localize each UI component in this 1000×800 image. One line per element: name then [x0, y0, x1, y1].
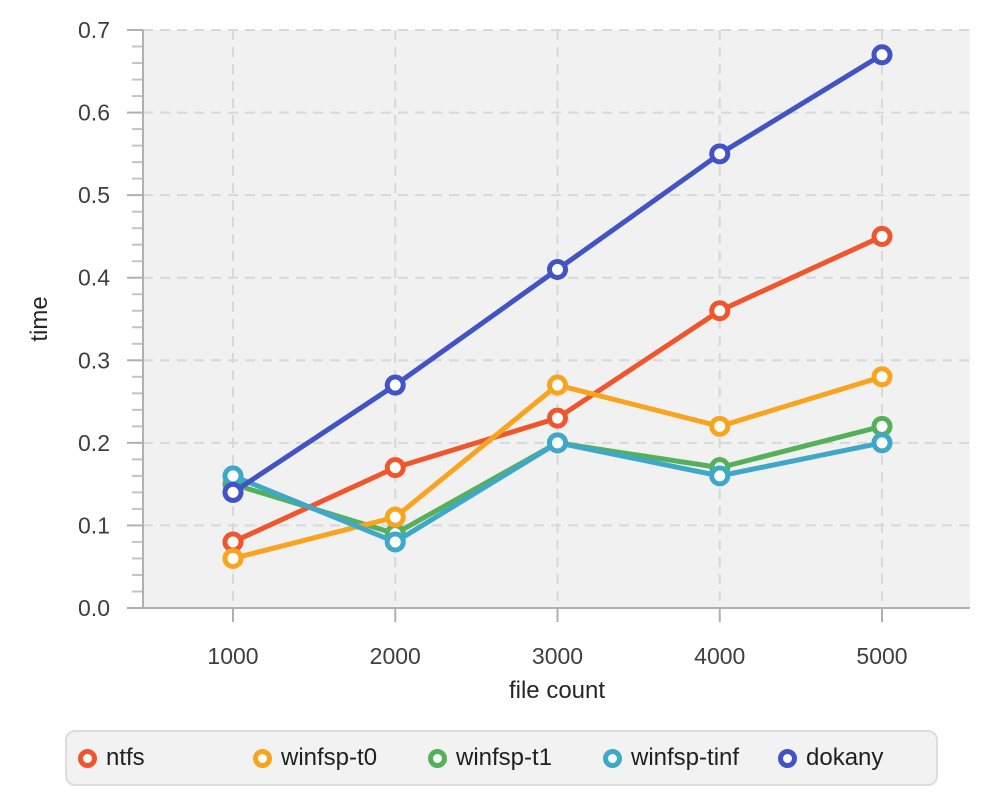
legend-item-ntfs: ntfs	[78, 746, 253, 770]
legend-item-winfsp-tinf: winfsp-tinf	[603, 746, 778, 770]
legend-item-winfsp-t0: winfsp-t0	[253, 746, 428, 770]
data-point-winfsp-t0-5000	[871, 366, 893, 388]
data-point-winfsp-t0-4000	[709, 415, 731, 437]
legend-label: winfsp-t1	[456, 744, 553, 771]
legend-marker-winfsp-t0	[253, 748, 272, 768]
legend-label: winfsp-t0	[281, 744, 378, 771]
y-tick-label: 0.7	[78, 17, 110, 43]
legend-label: ntfs	[106, 744, 145, 771]
data-point-winfsp-t0-2000	[384, 506, 406, 528]
y-tick-label: 0.2	[78, 430, 110, 456]
x-tick-label: 4000	[694, 643, 745, 669]
legend-label: dokany	[806, 744, 884, 771]
x-tick-label: 3000	[532, 643, 583, 669]
line-chart: 0.0 0.1 0.2 0.3 0.4 0.5 0.6 0.7 1000 2000 3000 4000…	[26, 17, 970, 704]
y-tick-label: 0.0	[78, 595, 110, 621]
legend-marker-winfsp-t1	[428, 748, 447, 768]
x-tick-label: 5000	[856, 643, 907, 669]
data-point-ntfs-4000	[709, 300, 731, 322]
legend-marker-dokany	[778, 748, 797, 768]
y-tick-label: 0.6	[78, 100, 110, 126]
legend-marker-ntfs	[78, 748, 97, 768]
x-tick-label: 1000	[207, 643, 258, 669]
data-point-winfsp-tinf-2000	[384, 531, 406, 553]
legend-item-dokany: dokany	[778, 746, 883, 770]
data-point-winfsp-t0-3000	[547, 374, 568, 396]
y-tick-label: 0.4	[78, 265, 110, 291]
data-point-ntfs-5000	[871, 225, 893, 247]
data-point-winfsp-t1-5000	[871, 415, 893, 437]
legend-label: winfsp-tinf	[631, 744, 740, 771]
y-tick-label: 0.1	[78, 512, 110, 538]
x-axis-title: file count	[509, 677, 605, 704]
y-tick-label: 0.3	[78, 347, 110, 373]
data-point-ntfs-3000	[547, 407, 568, 429]
data-point-dokany-2000	[384, 374, 406, 396]
data-point-winfsp-tinf-3000	[547, 432, 568, 454]
legend-item-winfsp-t1: winfsp-t1	[428, 746, 603, 770]
y-axis-title: time	[26, 296, 53, 341]
data-point-dokany-5000	[871, 44, 893, 66]
legend-marker-winfsp-tinf	[603, 748, 622, 768]
data-point-dokany-4000	[709, 143, 731, 165]
data-point-ntfs-1000	[222, 531, 244, 553]
legend: ntfs winfsp-t0 winfsp-t1 winfsp-tinf dokany	[65, 730, 938, 786]
x-tick-label: 2000	[370, 643, 421, 669]
data-point-dokany-1000	[222, 481, 244, 503]
data-point-winfsp-tinf-1000	[222, 465, 244, 487]
data-point-winfsp-tinf-5000	[871, 432, 893, 454]
data-point-winfsp-tinf-4000	[709, 465, 731, 487]
data-point-ntfs-2000	[384, 457, 406, 479]
data-point-dokany-3000	[547, 258, 568, 280]
data-point-winfsp-t0-1000	[222, 547, 244, 569]
y-tick-label: 0.5	[78, 182, 110, 208]
